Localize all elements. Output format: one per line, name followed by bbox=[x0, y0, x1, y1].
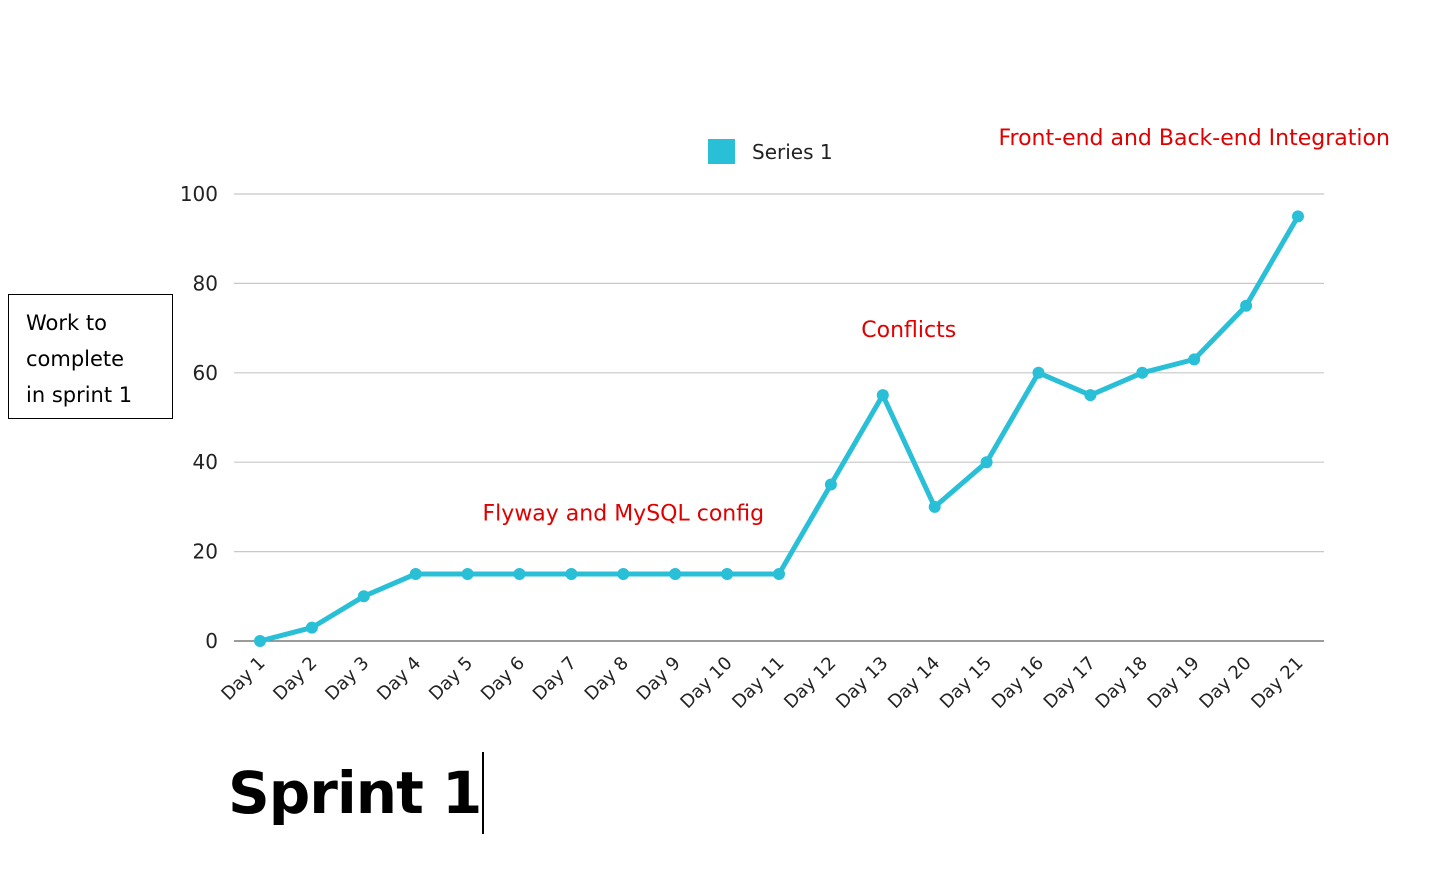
data-point bbox=[980, 456, 993, 469]
data-point bbox=[1292, 210, 1304, 223]
x-tick-label: Day 3 bbox=[321, 653, 373, 705]
x-tick-label: Day 13 bbox=[832, 653, 892, 713]
caption-title: Sprint 1 bbox=[228, 759, 482, 827]
x-tick-label: Day 14 bbox=[884, 653, 944, 713]
legend-swatch bbox=[708, 139, 735, 164]
x-tick-label: Day 21 bbox=[1247, 653, 1307, 713]
x-tick-label: Day 12 bbox=[780, 653, 840, 713]
x-tick-label: Day 8 bbox=[581, 653, 633, 705]
y-tick-label: 40 bbox=[193, 450, 218, 474]
x-tick-label: Day 7 bbox=[529, 653, 581, 705]
gridlines bbox=[234, 193, 1324, 642]
x-tick-label: Day 15 bbox=[936, 653, 996, 713]
data-point bbox=[773, 567, 785, 580]
data-point bbox=[409, 567, 422, 580]
y-axis-label-line: Work to bbox=[26, 311, 107, 335]
x-tick-label: Day 16 bbox=[988, 653, 1048, 713]
x-tick-label: Day 5 bbox=[425, 653, 477, 705]
data-point bbox=[824, 478, 837, 491]
data-point bbox=[669, 567, 682, 580]
data-point bbox=[617, 567, 630, 580]
y-axis-label-box: Work to complete in sprint 1 bbox=[8, 294, 173, 419]
x-tick-label: Day 11 bbox=[728, 653, 788, 713]
data-point bbox=[357, 590, 370, 603]
x-tick-label: Day 20 bbox=[1195, 653, 1255, 713]
x-tick-label: Day 2 bbox=[269, 653, 321, 705]
data-point bbox=[1188, 353, 1201, 366]
data-point bbox=[928, 500, 941, 513]
x-tick-label: Day 18 bbox=[1092, 653, 1152, 713]
y-tick-label: 20 bbox=[193, 540, 218, 564]
caption-title-editable[interactable]: Sprint 1 bbox=[228, 752, 485, 834]
data-point bbox=[1032, 366, 1045, 379]
data-point bbox=[513, 567, 526, 580]
x-tick-label: Day 1 bbox=[217, 653, 269, 705]
legend: Series 1 bbox=[708, 139, 833, 164]
data-point bbox=[721, 567, 734, 580]
text-cursor bbox=[482, 752, 485, 834]
data-point bbox=[876, 389, 889, 402]
data-point bbox=[1084, 389, 1097, 402]
y-axis-ticks: 0 20 40 60 80 100 bbox=[180, 182, 218, 653]
annotation-label: Front-end and Back-end Integration bbox=[998, 126, 1389, 151]
x-tick-label: Day 17 bbox=[1040, 653, 1100, 713]
y-tick-label: 80 bbox=[193, 271, 218, 295]
data-point bbox=[1136, 366, 1149, 379]
x-tick-label: Day 6 bbox=[477, 653, 529, 705]
annotations: Flyway and MySQL config Conflicts Front-en… bbox=[483, 126, 1390, 526]
annotation-label: Flyway and MySQL config bbox=[483, 501, 765, 526]
data-point bbox=[461, 567, 474, 580]
data-point bbox=[1240, 299, 1253, 312]
data-point bbox=[254, 635, 266, 647]
y-axis-label-line: in sprint 1 bbox=[26, 383, 133, 407]
y-tick-label: 100 bbox=[180, 182, 218, 206]
legend-label: Series 1 bbox=[752, 140, 833, 164]
y-tick-label: 60 bbox=[193, 361, 218, 385]
y-axis-label-line: complete bbox=[26, 347, 125, 371]
y-tick-label: 0 bbox=[205, 629, 218, 653]
data-point bbox=[305, 621, 318, 634]
annotation-label: Conflicts bbox=[861, 318, 956, 343]
data-point bbox=[565, 567, 578, 580]
series-points bbox=[254, 210, 1304, 647]
x-tick-label: Day 4 bbox=[373, 653, 425, 705]
x-tick-label: Day 10 bbox=[676, 653, 736, 713]
x-axis-ticks: Day 1 Day 2 Day 3 Day 4 Day 5 Day 6 Day 7 Day 8… bbox=[217, 653, 1307, 713]
x-tick-label: Day 19 bbox=[1144, 653, 1204, 713]
